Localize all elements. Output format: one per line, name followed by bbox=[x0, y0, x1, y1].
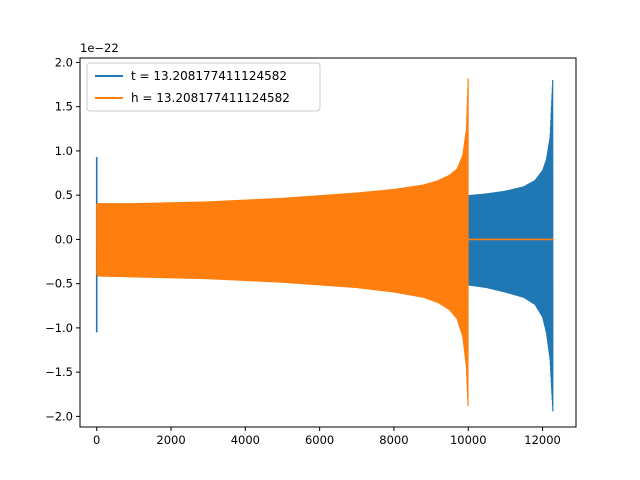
y-tick-label: −1.0 bbox=[45, 321, 73, 335]
y-tick-label: 1.5 bbox=[55, 100, 73, 114]
y-tick-label: 1.0 bbox=[55, 144, 73, 158]
series-h bbox=[96, 78, 554, 407]
x-tick-label: 12000 bbox=[524, 433, 561, 447]
legend: t = 13.208177411124582 h = 13.2081774111… bbox=[86, 62, 321, 112]
y-scale-label: 1e−22 bbox=[80, 41, 119, 55]
x-axis: 0 2000 4000 6000 8000 10000 12000 bbox=[93, 427, 561, 447]
y-tick-label: −1.5 bbox=[45, 365, 73, 379]
x-tick-label: 6000 bbox=[305, 433, 334, 447]
x-tick-label: 2000 bbox=[156, 433, 185, 447]
legend-label-h: h = 13.208177411124582 bbox=[131, 91, 290, 105]
series-layer bbox=[95, 78, 554, 412]
x-tick-label: 0 bbox=[93, 433, 100, 447]
y-axis: −2.0 −1.5 −1.0 −0.5 0.0 0.5 1.0 1.5 2.0 bbox=[45, 55, 80, 423]
y-tick-label: 2.0 bbox=[55, 55, 73, 69]
legend-label-t: t = 13.208177411124582 bbox=[131, 69, 287, 83]
y-tick-label: 0.5 bbox=[55, 188, 73, 202]
y-tick-label: 0.0 bbox=[55, 232, 73, 246]
x-tick-label: 10000 bbox=[450, 433, 487, 447]
series-h-line bbox=[96, 78, 469, 407]
x-tick-label: 4000 bbox=[231, 433, 260, 447]
y-tick-label: −2.0 bbox=[45, 409, 73, 423]
x-tick-label: 8000 bbox=[379, 433, 408, 447]
legend-box bbox=[86, 62, 321, 112]
y-tick-label: −0.5 bbox=[45, 277, 73, 291]
plot-frame bbox=[79, 57, 577, 428]
